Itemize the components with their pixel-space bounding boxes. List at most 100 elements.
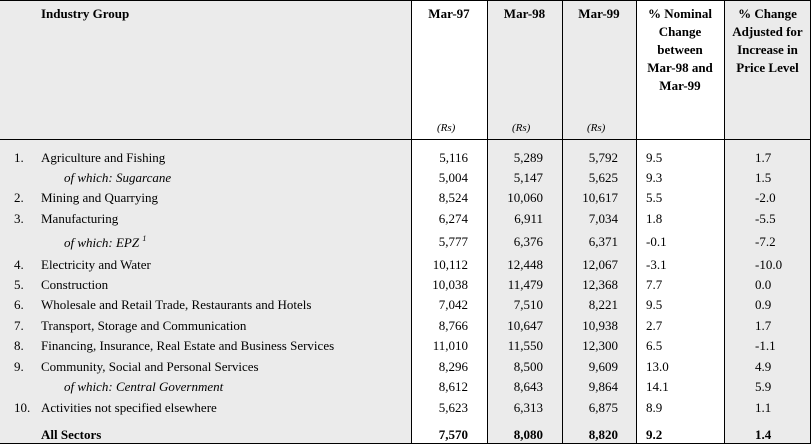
row-number: 7.: [14, 318, 24, 333]
header-mar99: Mar-99: [578, 6, 620, 21]
header-line: Change: [658, 24, 702, 39]
cell-nominal: 9.3: [646, 170, 663, 185]
cell-mar98: 8,500: [513, 359, 543, 374]
divider: [487, 0, 488, 444]
header-line: Price Level: [736, 60, 799, 75]
cell-mar99: 8,221: [588, 297, 618, 312]
total-nominal: 9.2: [646, 427, 663, 442]
cell-mar99: 10,617: [582, 190, 618, 205]
cell-mar97: 8,524: [438, 190, 468, 205]
cell-nominal: 2.7: [646, 318, 663, 333]
row-label: Wholesale and Retail Trade, Restaurants …: [41, 297, 311, 313]
unit-label-mar98: (Rs): [512, 122, 531, 134]
cell-adjusted: -7.2: [755, 234, 776, 249]
row-label-text: Electricity and Water: [41, 257, 151, 272]
cell-mar97: 5,777: [438, 234, 468, 249]
cell-adjusted: 1.7: [755, 318, 772, 333]
total-label: All Sectors: [41, 427, 102, 442]
cell-mar97: 8,612: [438, 379, 468, 394]
header-nominal-change: % Nominal Change between Mar-98 and Mar-…: [636, 5, 724, 95]
row-label: of which: Central Government: [64, 379, 223, 395]
cell-mar99: 5,625: [588, 170, 618, 185]
cell-mar98: 10,060: [507, 190, 543, 205]
cell-mar97: 5,623: [438, 400, 468, 415]
cell-mar99: 12,368: [582, 277, 618, 292]
cell-adjusted: 0.0: [755, 277, 772, 292]
row-label: Activities not specified elsewhere: [41, 400, 217, 416]
row-label: Transport, Storage and Communication: [41, 318, 246, 334]
cell-mar98: 11,550: [507, 338, 543, 353]
cell-adjusted: 1.5: [755, 170, 772, 185]
cell-mar98: 6,313: [513, 400, 543, 415]
header-adjusted-change: % Change Adjusted for Increase in Price …: [724, 5, 811, 77]
divider: [724, 0, 725, 444]
cell-nominal: -0.1: [646, 234, 667, 249]
header-line: Mar-98 and: [647, 60, 713, 75]
footnote-marker: 1: [142, 234, 147, 243]
cell-mar98: 10,647: [507, 318, 543, 333]
row-number: 5.: [14, 277, 24, 292]
divider: [0, 0, 811, 1]
col-industry-bg: [0, 0, 411, 444]
row-number: 2.: [14, 190, 24, 205]
row-number: 9.: [14, 359, 24, 374]
cell-nominal: 9.5: [646, 150, 663, 165]
header-mar98: Mar-98: [503, 6, 546, 21]
row-label-text: Manufacturing: [41, 211, 119, 226]
row-number: 8.: [14, 338, 24, 353]
divider: [411, 0, 412, 444]
header-line: Adjusted for: [732, 24, 803, 39]
row-number: 3.: [14, 211, 24, 226]
cell-mar97: 11,010: [432, 338, 468, 353]
row-label-text: Community, Social and Personal Services: [41, 359, 259, 374]
cell-mar97: 7,042: [438, 297, 468, 312]
total-adjusted: 1.4: [755, 427, 772, 442]
row-label-text: of which: Sugarcane: [64, 170, 172, 185]
cell-nominal: 9.5: [646, 297, 663, 312]
cell-mar97: 10,038: [432, 277, 468, 292]
cell-mar97: 6,274: [438, 211, 468, 226]
cell-nominal: 13.0: [646, 359, 669, 374]
row-label: Electricity and Water: [41, 257, 151, 273]
cell-mar99: 6,371: [588, 234, 618, 249]
cell-mar98: 6,376: [513, 234, 543, 249]
cell-adjusted: 1.1: [755, 400, 772, 415]
row-label-text: Wholesale and Retail Trade, Restaurants …: [41, 297, 312, 312]
cell-adjusted: -2.0: [755, 190, 776, 205]
cell-adjusted: 4.9: [755, 359, 772, 374]
row-number: 1.: [14, 150, 24, 165]
cell-adjusted: -5.5: [755, 211, 776, 226]
cell-nominal: 6.5: [646, 338, 663, 353]
row-label: Agriculture and Fishing: [41, 150, 165, 166]
cell-mar99: 9,609: [588, 359, 618, 374]
row-label: Mining and Quarrying: [41, 190, 158, 206]
cell-mar99: 7,034: [588, 211, 618, 226]
row-number: 4.: [14, 257, 24, 272]
header-mar97: Mar-97: [428, 6, 470, 21]
col-mar97-bg: [411, 0, 487, 444]
divider: [636, 0, 637, 444]
unit-label-mar97: (Rs): [437, 122, 456, 134]
row-label-text: Construction: [41, 277, 109, 292]
total-mar98: 8,080: [513, 427, 543, 442]
cell-mar99: 5,792: [588, 150, 618, 165]
row-label: Manufacturing: [41, 211, 118, 227]
row-label-text: Transport, Storage and Communication: [41, 318, 247, 333]
row-number: 6.: [14, 297, 24, 312]
row-label-text: Activities not specified elsewhere: [41, 400, 217, 415]
row-label-text: of which: Central Government: [64, 379, 224, 394]
cell-mar97: 10,112: [432, 257, 468, 272]
cell-nominal: 8.9: [646, 400, 663, 415]
row-label: of which: Sugarcane: [64, 170, 171, 186]
unit-label-mar99: (Rs): [587, 122, 606, 134]
cell-adjusted: -1.1: [755, 338, 776, 353]
cell-mar98: 7,510: [513, 297, 543, 312]
row-label: Financing, Insurance, Real Estate and Bu…: [41, 338, 334, 354]
cell-mar98: 11,479: [507, 277, 543, 292]
row-label: Construction: [41, 277, 108, 293]
header-line: between: [657, 42, 703, 57]
col-adjusted-bg: [724, 0, 811, 444]
row-label: Community, Social and Personal Services: [41, 359, 259, 375]
row-number: 10.: [14, 400, 31, 415]
